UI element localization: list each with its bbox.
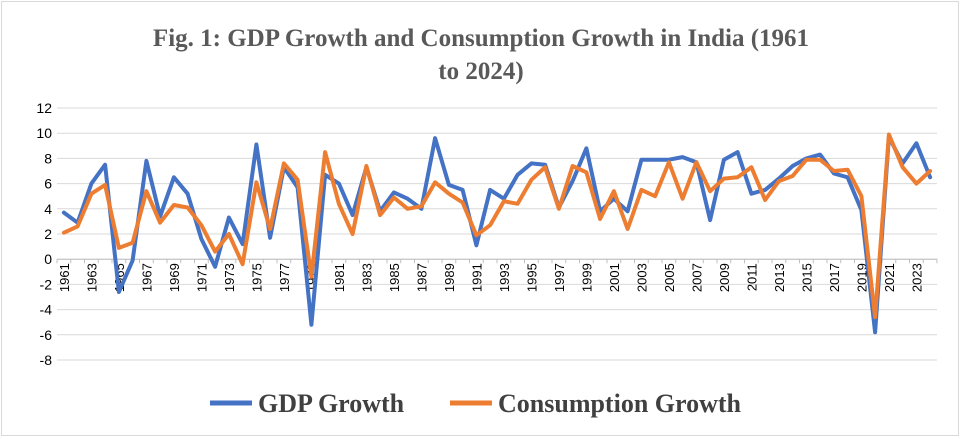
x-tick-label: 1993	[497, 263, 512, 292]
x-tick-label: 1967	[139, 263, 154, 292]
x-tick-label: 2017	[827, 263, 842, 292]
y-tick-label: -8	[40, 352, 53, 368]
x-tick-label: 1961	[57, 263, 72, 292]
x-tick-label: 2007	[689, 263, 704, 292]
x-tick-label: 2019	[854, 263, 869, 292]
x-tick-label: 1985	[387, 263, 402, 292]
x-tick-label: 1963	[84, 263, 99, 292]
y-tick-label: -4	[40, 302, 53, 318]
x-tick-label: 2003	[634, 263, 649, 292]
legend-label-gdp-growth: GDP Growth	[258, 389, 405, 418]
y-axis: 12 10 8 6 4 2 0 -2 -4 -6 -8	[36, 100, 52, 368]
chart-title-line-2: to 2024)	[438, 58, 523, 85]
series-lines	[61, 132, 933, 335]
x-tick-label: 1989	[442, 263, 457, 292]
y-tick-label: 6	[44, 176, 52, 192]
x-tick-label: 2009	[717, 263, 732, 292]
x-tick-label: 1991	[469, 263, 484, 292]
x-tick-label: 2001	[607, 263, 622, 292]
x-tick-label: 2021	[882, 263, 897, 292]
x-tick-label: 1999	[579, 263, 594, 292]
x-tick-label: 2013	[772, 263, 787, 292]
series-line-gdp-growth	[61, 135, 933, 335]
y-tick-label: 8	[44, 150, 52, 166]
series-line-consumption-growth	[61, 132, 933, 320]
y-tick-label: 12	[36, 100, 52, 116]
legend-label-consumption-growth: Consumption Growth	[498, 389, 742, 418]
y-tick-label: -2	[40, 276, 53, 292]
x-tick-label: 1997	[552, 263, 567, 292]
x-tick-label: 2023	[909, 263, 924, 292]
chart-title-line-1: Fig. 1: GDP Growth and Consumption Growt…	[153, 25, 809, 52]
y-tick-label: 10	[36, 125, 52, 141]
y-tick-label: -6	[40, 327, 53, 343]
y-tick-label: 2	[44, 226, 52, 242]
gridlines	[57, 107, 937, 361]
y-tick-label: 4	[44, 201, 52, 217]
x-tick-label: 1975	[249, 263, 264, 292]
x-tick-label: 2015	[799, 263, 814, 292]
x-tick-label: 1969	[167, 263, 182, 292]
x-axis: 1961 1963 1965 1967 1969 1971 1973 1975 1977 1979…	[56, 258, 938, 292]
x-tick-label: 1981	[332, 263, 347, 292]
legend: GDP Growth Consumption Growth	[210, 389, 742, 418]
x-tick-label: 2005	[662, 263, 677, 292]
x-tick-label: 1995	[524, 263, 539, 292]
y-tick-label: 0	[44, 251, 52, 267]
x-tick-label: 1983	[359, 263, 374, 292]
x-tick-label: 1971	[194, 263, 209, 292]
x-tick-label: 1987	[414, 263, 429, 292]
x-tick-label: 1973	[222, 263, 237, 292]
x-tick-label: 1977	[277, 263, 292, 292]
x-tick-label: 2011	[744, 263, 759, 291]
